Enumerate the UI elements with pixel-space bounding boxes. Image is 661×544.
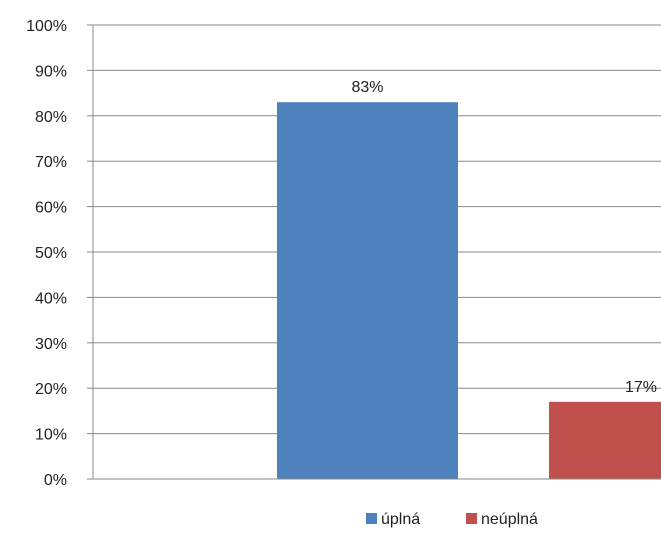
y-tick-label: 0%: [44, 472, 67, 489]
legend-label: neúplná: [481, 511, 538, 528]
data-labels: 83% 17%: [351, 79, 657, 396]
bar-neuplna: [549, 401, 661, 479]
y-tick-label: 70%: [35, 154, 67, 171]
legend-swatch: [366, 513, 377, 524]
y-tick-label: 50%: [35, 245, 67, 262]
bar-uplna: [277, 102, 458, 480]
y-tick-label: 30%: [35, 336, 67, 353]
data-label: 17%: [625, 379, 657, 396]
y-tick-label: 60%: [35, 200, 67, 217]
legend-label: úplná: [381, 511, 420, 528]
legend: úplná neúplná: [366, 511, 538, 528]
y-tick-label: 40%: [35, 290, 67, 307]
legend-swatch: [466, 513, 477, 524]
bars: [277, 102, 661, 480]
data-label: 83%: [351, 79, 383, 96]
y-tick-label: 100%: [26, 18, 67, 35]
y-tick-label: 10%: [35, 427, 67, 444]
y-tick-label: 90%: [35, 63, 67, 80]
y-axis-ticks: 0% 10% 20% 30% 40% 50% 60% 70% 80% 90% 100%: [26, 18, 93, 489]
y-tick-label: 80%: [35, 109, 67, 126]
y-tick-label: 20%: [35, 381, 67, 398]
